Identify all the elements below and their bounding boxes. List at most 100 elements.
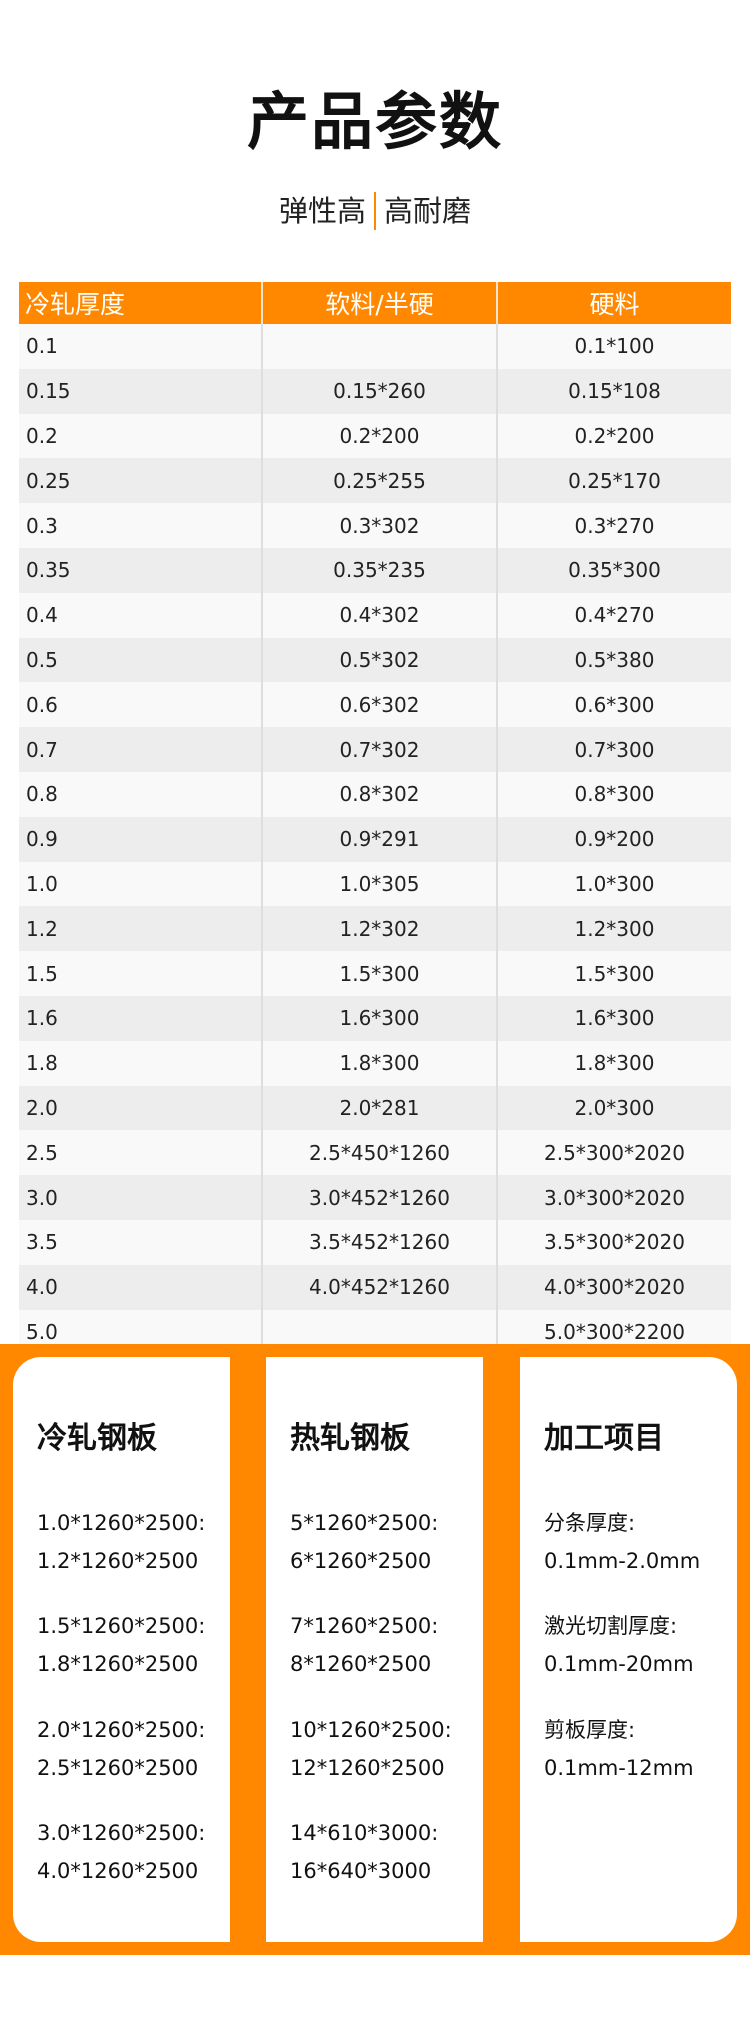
- table-row: 0.5 0.5*302 0.5*380: [19, 637, 731, 683]
- table-cell: 0.8: [19, 771, 262, 817]
- table-cell: 0.3*302: [261, 503, 497, 548]
- spec-group: 7*1260*2500: 8*1260*2500: [290, 1608, 452, 1683]
- table-cell: 1.5: [19, 951, 262, 996]
- table-cell: 3.0*452*1260: [261, 1175, 497, 1220]
- table-cell: 0.8*300: [496, 771, 731, 817]
- table-cell: 0.8*302: [261, 771, 497, 817]
- spec-line: 1.8*1260*2500: [37, 1652, 199, 1677]
- table-cell: 2.5: [19, 1130, 262, 1176]
- table-cell: 0.5*302: [261, 637, 497, 683]
- table-row: 0.3 0.3*302 0.3*270: [19, 503, 731, 548]
- card-title: 加工项目: [544, 1421, 664, 1456]
- table-cell: 0.35: [19, 547, 262, 593]
- table-row: 2.0 2.0*281 2.0*300: [19, 1085, 731, 1131]
- table-row: 1.6 1.6*300 1.6*300: [19, 995, 731, 1041]
- table-header: 冷轧厚度 软料/半硬 硬料: [19, 282, 731, 324]
- spec-line: 分条厚度:: [544, 1511, 636, 1535]
- table-row: 1.2 1.2*302 1.2*300: [19, 906, 731, 952]
- spec-line: 1.2*1260*2500: [37, 1548, 199, 1573]
- table-cell: 0.15*108: [496, 368, 731, 414]
- table-cell: 0.4*302: [261, 592, 497, 638]
- table-cell: 1.0*300: [496, 861, 731, 907]
- spec-group: 激光切割厚度: 0.1mm-20mm: [544, 1608, 700, 1683]
- card-lines: 5*1260*2500: 6*1260*2500 7*1260*2500: 8*126…: [290, 1505, 452, 1919]
- table-cell: 0.9*200: [496, 816, 731, 862]
- table-row: 3.0 3.0*452*1260 3.0*300*2020: [19, 1175, 731, 1220]
- table-row: 4.0 4.0*452*1260 4.0*300*2020: [19, 1264, 731, 1310]
- spec-line: 1.5*1260*2500:: [37, 1614, 206, 1639]
- table-cell: 0.3: [19, 503, 262, 548]
- card-lines: 分条厚度: 0.1mm-2.0mm 激光切割厚度: 0.1mm-20mm 剪板厚度: 0.…: [544, 1505, 700, 1815]
- spec-line: 7*1260*2500:: [290, 1614, 439, 1639]
- table-cell: 0.15: [19, 368, 262, 414]
- table-cell: 4.0*300*2020: [496, 1264, 731, 1310]
- column-header: 软料/半硬: [261, 282, 497, 324]
- table-cell: 0.7*302: [261, 727, 497, 772]
- table-cell: 0.4: [19, 592, 262, 638]
- table-cell: 0.7: [19, 727, 262, 772]
- spec-line: 6*1260*2500: [290, 1548, 432, 1573]
- spec-group: 5*1260*2500: 6*1260*2500: [290, 1505, 452, 1580]
- card-lines: 1.0*1260*2500: 1.2*1260*2500 1.5*1260*2500…: [37, 1505, 205, 1919]
- spec-line: 16*640*3000: [290, 1858, 432, 1883]
- spec-line: 剪板厚度:: [544, 1717, 636, 1742]
- table-cell: 0.35*300: [496, 547, 731, 593]
- spec-group: 3.0*1260*2500: 4.0*1260*2500: [37, 1815, 205, 1890]
- card-title: 热轧钢板: [290, 1421, 410, 1456]
- tag-elasticity: 弹性高: [278, 194, 366, 228]
- table-cell: 0.25: [19, 458, 262, 504]
- table-cell: 1.2*302: [261, 906, 497, 952]
- table-cell: 3.5*452*1260: [261, 1219, 497, 1265]
- table-cell: 3.5*300*2020: [496, 1219, 731, 1265]
- table-cell: 3.0*300*2020: [496, 1175, 731, 1220]
- table-cell: 4.0: [19, 1264, 262, 1310]
- table-cell: 0.1: [19, 324, 262, 369]
- table-row: 0.35 0.35*235 0.35*300: [19, 547, 731, 593]
- spec-group: 14*610*3000: 16*640*3000: [290, 1815, 452, 1890]
- table-cell: 3.5: [19, 1219, 262, 1265]
- spec-table: 冷轧厚度 软料/半硬 硬料 0.1 0.1*100 0.15 0.15*260 0.15*1…: [19, 282, 731, 1355]
- table-cell: 0.7*300: [496, 727, 731, 772]
- spec-line: 激光切割厚度:: [544, 1614, 678, 1639]
- card-processing: 加工项目分条厚度: 0.1mm-2.0mm 激光切割厚度: 0.1mm-20mm 剪板厚…: [520, 1357, 737, 1942]
- table-cell: 1.5*300: [496, 951, 731, 996]
- table-cell: 4.0*452*1260: [261, 1264, 497, 1310]
- spec-group: 10*1260*2500: 12*1260*2500: [290, 1712, 452, 1787]
- table-row: 0.8 0.8*302 0.8*300: [19, 771, 731, 817]
- spec-line: 5*1260*2500:: [290, 1511, 439, 1535]
- table-row: 2.5 2.5*450*1260 2.5*300*2020: [19, 1130, 731, 1176]
- table-row: 1.5 1.5*300 1.5*300: [19, 951, 731, 996]
- table-cell: 0.2*200: [496, 413, 731, 459]
- card-cold-rolled: 冷轧钢板 1.0*1260*2500: 1.2*1260*2500 1.5*1260*…: [13, 1357, 230, 1942]
- spec-group: 剪板厚度: 0.1mm-12mm: [544, 1712, 700, 1787]
- table-row: 0.15 0.15*260 0.15*108: [19, 368, 731, 414]
- card-hot-rolled: 热轧钢板 5*1260*2500: 6*1260*2500 7*1260*2500: 8…: [266, 1357, 483, 1942]
- table-cell: 1.0: [19, 861, 262, 907]
- table-row: 0.2 0.2*200 0.2*200: [19, 413, 731, 459]
- spec-group: 2.0*1260*2500: 2.5*1260*2500: [37, 1712, 205, 1787]
- table-cell: 0.35*235: [261, 547, 497, 593]
- table-cell: 2.5*300*2020: [496, 1130, 731, 1176]
- spec-group: 分条厚度: 0.1mm-2.0mm: [544, 1505, 700, 1580]
- table-cell: 1.8*300: [261, 1040, 497, 1086]
- spec-group: 1.5*1260*2500: 1.8*1260*2500: [37, 1608, 205, 1683]
- table-cell: 0.6*302: [261, 682, 497, 728]
- table-cell: 2.0*300: [496, 1085, 731, 1131]
- table-row: 0.7 0.7*302 0.7*300: [19, 727, 731, 772]
- table-row: 0.9 0.9*291 0.9*200: [19, 816, 731, 862]
- spec-line: 2.0*1260*2500:: [37, 1717, 206, 1742]
- table-cell: 2.0: [19, 1085, 262, 1131]
- table-cell: 0.9*291: [261, 816, 497, 862]
- page-title: 产品参数: [246, 85, 503, 158]
- table-cell: 0.5: [19, 637, 262, 683]
- table-row: 0.6 0.6*302 0.6*300: [19, 682, 731, 728]
- table-cell: 2.0*281: [261, 1085, 497, 1131]
- table-cell: 0.6: [19, 682, 262, 728]
- table-cell: 0.9: [19, 816, 262, 862]
- spec-line: 14*610*3000:: [290, 1821, 439, 1846]
- spec-line: 4.0*1260*2500: [37, 1858, 199, 1883]
- table-row: 0.1 0.1*100: [19, 324, 731, 369]
- table-cell: 1.6*300: [496, 995, 731, 1041]
- column-header: 冷轧厚度: [19, 282, 262, 324]
- subtitle: 弹性高 高耐磨: [0, 192, 750, 230]
